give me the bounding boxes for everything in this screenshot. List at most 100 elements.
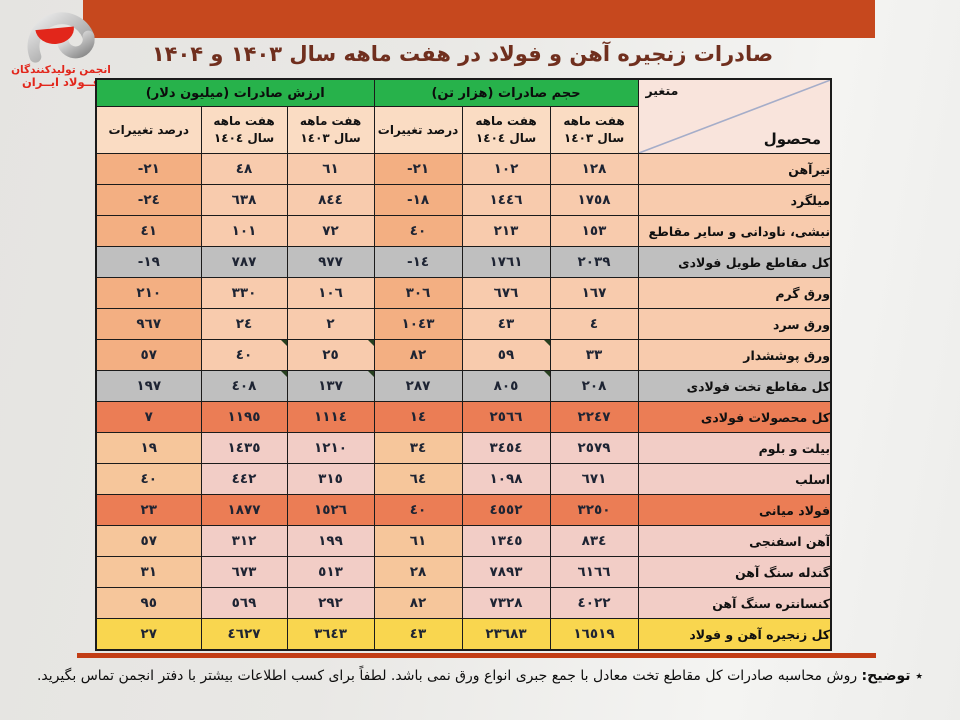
cell-volume-1404: ١٣٤٥ [461,525,551,557]
cell-value-pct-change: ٢٧ [95,618,202,651]
cell-volume-1403: ٢٥٧٩ [549,432,639,464]
table-row: نبشی، ناودانی و سایر مقاطع ١٥٣ ٢١٣ ٤٠ ٧٢ ١٠١ ٤… [95,215,832,247]
cell-volume-1404: ٢٥٦٦ [461,401,551,433]
col-header-volume-1403: هفت ماهه سال ١٤٠٣ [549,106,639,154]
cell-value-1403: ١٠٦ [286,277,375,309]
cell-volume-1403: ٤٠٢٢ [549,587,639,619]
cell-value-pct-change: ٩٥ [95,587,202,619]
cell-volume-pct-change: ٢٨ [373,556,463,588]
cell-value-1404: ٤٦٢٧ [200,618,288,651]
comment-marker-icon [367,371,374,377]
comment-marker-icon [543,340,550,346]
table-row: آهن اسفنجی ٨٣٤ ١٣٤٥ ٦١ ١٩٩ ٣١٢ ٥٧ [95,525,832,557]
col-header-volume-1404: هفت ماهه سال ١٤٠٤ [461,106,551,154]
table-row: کل مقاطع تخت فولادی ٢٠٨ ٨٠٥ ٢٨٧ ١٣٧ ٤٠٨ ١٩٧ [95,370,832,402]
table-body: تیرآهن ١٢٨ ١٠٢ -٢١ ٦١ ٤٨ -٢١ میلگرد ١٧٥٨ ١٤٤٦ -١٨ ٨… [95,153,832,651]
cell-value-pct-change: ٥٧ [95,525,202,557]
cell-volume-1404: ١٠٩٨ [461,463,551,495]
steel-swirl-icon [27,12,95,63]
cell-volume-1403: ٨٣٤ [549,525,639,557]
cell-volume-pct-change: ٨٢ [373,587,463,619]
cell-product: اسلب [637,463,832,495]
logo-text-line1: انجمن تولیدکنندگان [11,64,111,76]
cell-value-1403: ١٣٧ [286,370,375,402]
cell-product: کل مقاطع تخت فولادی [637,370,832,402]
cell-product: تیرآهن [637,153,832,185]
table-row: میلگرد ١٧٥٨ ١٤٤٦ -١٨ ٨٤٤ ٦٣٨ -٢٤ [95,184,832,216]
cell-volume-pct-change: ١٤ [373,401,463,433]
cell-volume-1404: ٦٧٦ [461,277,551,309]
footnote-text: روش محاسبه صادرات کل مقاطع تخت معادل با … [36,668,858,684]
footer-divider [77,653,876,658]
cell-volume-1403: ١٥٣ [549,215,639,247]
cell-value-1404: ٣٣٠ [200,277,288,309]
cell-value-1404: ٧٨٧ [200,246,288,278]
table-row: ورق پوششدار ٣٣ ٥٩ ٨٢ ٢٥ ٤٠ ٥٧ [95,339,832,371]
cell-value-1403: ٧٢ [286,215,375,247]
cell-value-1404: ٣١٢ [200,525,288,557]
logo-text-line2: فــولاد ایــران [21,75,101,90]
cell-volume-pct-change: ٢٨٧ [373,370,463,402]
cell-volume-pct-change: ٣٠٦ [373,277,463,309]
col-header-value-1404: هفت ماهه سال ١٤٠٤ [200,106,288,154]
cell-value-pct-change: ٥٧ [95,339,202,371]
cell-product: کل مقاطع طویل فولادی [637,246,832,278]
cell-value-1404: ٤٠ [200,339,288,371]
table-row: بیلت و بلوم ٢٥٧٩ ٣٤٥٤ ٣٤ ١٢١٠ ١٤٣٥ ١٩ [95,432,832,464]
cell-value-1403: ٢٥ [286,339,375,371]
cell-value-1404: ٤٨ [200,153,288,185]
cell-value-pct-change: ١٩ [95,432,202,464]
cell-volume-pct-change: -١٤ [373,246,463,278]
cell-value-1404: ٢٤ [200,308,288,340]
diagonal-line [639,80,831,153]
cell-volume-1404: ٣٤٥٤ [461,432,551,464]
cell-product: میلگرد [637,184,832,216]
table-row: کل محصولات فولادی ٢٢٤٧ ٢٥٦٦ ١٤ ١١١٤ ١١٩٥ ٧ [95,401,832,433]
cell-value-1403: ٣٦٤٣ [286,618,375,651]
cell-volume-pct-change: ٦١ [373,525,463,557]
cell-value-1403: ٩٧٧ [286,246,375,278]
cell-volume-1403: ٣٣ [549,339,639,371]
cell-product: ورق سرد [637,308,832,340]
cell-product: کل محصولات فولادی [637,401,832,433]
cell-volume-1404: ٢٣٦٨٣ [461,618,551,651]
cell-value-1403: ٢٩٢ [286,587,375,619]
cell-volume-pct-change: ٨٢ [373,339,463,371]
cell-volume-1404: ١٧٦١ [461,246,551,278]
cell-value-pct-change: ٢١٠ [95,277,202,309]
cell-volume-1403: ١٦٥١٩ [549,618,639,651]
footnote: ٭ توضیح: روش محاسبه صادرات کل مقاطع تخت … [25,668,935,684]
col-header-value-pct: درصد تغییرات [95,106,202,154]
cell-value-pct-change: ٤١ [95,215,202,247]
cell-volume-1404: ١٠٢ [461,153,551,185]
cell-volume-1404: ٥٩ [461,339,551,371]
col-header-volume-pct: درصد تغییرات [373,106,463,154]
cell-volume-1403: ١٦٧ [549,277,639,309]
cell-volume-pct-change: ١٠٤٣ [373,308,463,340]
cell-value-1404: ٤٠٨ [200,370,288,402]
footnote-label: ٭ توضیح: [861,668,924,684]
cell-value-pct-change: ٢٣ [95,494,202,526]
cell-product: فولاد میانی [637,494,832,526]
cell-volume-1403: ١٧٥٨ [549,184,639,216]
cell-volume-1403: ٢٠٨ [549,370,639,402]
cell-volume-1404: ١٤٤٦ [461,184,551,216]
top-banner [83,0,875,38]
cell-value-1404: ٥٦٩ [200,587,288,619]
cell-product: نبشی، ناودانی و سایر مقاطع [637,215,832,247]
col-header-value-1403: هفت ماهه سال ١٤٠٣ [286,106,375,154]
corner-label-variable: متغیر [645,83,679,98]
cell-value-1403: ١٩٩ [286,525,375,557]
cell-value-1404: ٦٧٣ [200,556,288,588]
cell-volume-pct-change: ٤٠ [373,494,463,526]
cell-value-1404: ١٤٣٥ [200,432,288,464]
cell-value-pct-change: ٩٦٧ [95,308,202,340]
cell-product: بیلت و بلوم [637,432,832,464]
cell-value-pct-change: ٤٠ [95,463,202,495]
page-title: صادرات زنجیره آهن و فولاد در هفت ماهه سا… [151,42,774,66]
corner-label-product: محصول [763,130,822,148]
cell-value-1403: ١٢١٠ [286,432,375,464]
cell-value-1403: ٣١٥ [286,463,375,495]
cell-value-1403: ٢ [286,308,375,340]
cell-product: کل زنجیره آهن و فولاد [637,618,832,651]
